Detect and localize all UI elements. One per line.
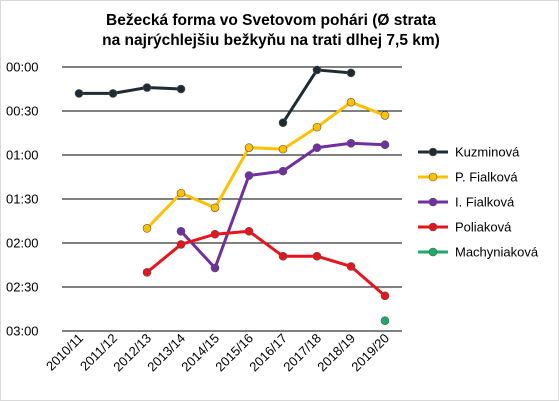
data-point	[278, 251, 288, 261]
data-point	[346, 262, 356, 271]
y-axis-ticks: 00:00 00:30 01:00 01:30 02:00 02:30 03:00	[6, 60, 39, 339]
data-point	[346, 68, 356, 78]
legend-item: Poliaková	[418, 220, 512, 235]
legend-item: I. Fialková	[418, 195, 515, 210]
legend-swatch-marker	[428, 147, 438, 157]
data-point	[176, 226, 186, 236]
y-tick-label: 01:30	[6, 192, 39, 207]
legend-item: Machyniaková	[418, 245, 539, 260]
series-P. Fialková	[142, 97, 390, 233]
data-point	[244, 171, 254, 180]
legend-swatch-marker	[428, 197, 438, 207]
legend-swatch-marker	[428, 222, 438, 232]
gridlines	[62, 66, 402, 332]
data-point	[312, 143, 322, 152]
data-point	[278, 166, 288, 176]
data-point	[176, 240, 186, 249]
chart-title-line-1: Bežecká forma vo Svetovom pohári (Ø stra…	[106, 12, 436, 29]
data-point	[346, 138, 356, 148]
series-I. Fialková	[176, 138, 390, 273]
data-point	[210, 229, 220, 239]
series-Machyniaková	[380, 316, 390, 326]
x-axis-ticks: 2010/112011/122012/132013/142014/152015/…	[43, 331, 392, 375]
chart-title-line-2: na najrýchlejšiu bežkyňu na trati dlhej …	[102, 32, 440, 49]
series-Kuzminová	[74, 65, 356, 128]
y-tick-label: 03:00	[6, 324, 39, 339]
data-point	[278, 118, 288, 128]
data-point	[142, 224, 152, 233]
legend-label: I. Fialková	[455, 195, 515, 210]
series-Poliaková	[142, 226, 390, 301]
data-point	[312, 251, 322, 261]
series-line	[146, 229, 386, 297]
data-point	[380, 291, 390, 301]
legend-swatch-marker	[428, 172, 438, 182]
data-point	[346, 97, 356, 107]
series-line	[79, 86, 182, 95]
y-tick-label: 00:00	[6, 60, 39, 75]
data-point	[380, 140, 390, 150]
data-point	[74, 89, 84, 98]
y-tick-label: 02:30	[6, 280, 39, 295]
data-point	[278, 144, 288, 154]
y-tick-label: 01:00	[6, 148, 39, 163]
series-line	[145, 100, 386, 230]
data-point	[142, 83, 152, 92]
legend-label: Poliaková	[455, 220, 512, 235]
data-point	[244, 143, 254, 152]
data-point	[176, 188, 186, 198]
y-tick-label: 02:00	[6, 236, 39, 251]
data-point	[312, 65, 322, 75]
legend: Kuzminová P. Fialková I. Fialková Poliaková…	[418, 145, 539, 260]
data-point	[380, 111, 390, 120]
series-line	[281, 68, 352, 124]
legend-label: P. Fialková	[455, 170, 518, 185]
legend-swatch-marker	[428, 247, 438, 257]
chart-title: Bežecká forma vo Svetovom pohári (Ø stra…	[61, 11, 481, 51]
data-point	[312, 122, 322, 132]
data-point	[176, 84, 186, 94]
data-point	[108, 89, 118, 98]
data-point	[142, 268, 152, 277]
y-tick-label: 00:30	[6, 104, 39, 119]
data-point	[380, 316, 390, 326]
data-point	[210, 263, 220, 273]
x-tick-label: 2019/20	[348, 331, 392, 375]
legend-item: Kuzminová	[418, 145, 520, 160]
legend-label: Machyniaková	[455, 245, 539, 260]
legend-label: Kuzminová	[455, 145, 520, 160]
series-lines	[74, 65, 390, 326]
data-point	[210, 203, 220, 213]
legend-item: P. Fialková	[418, 170, 518, 185]
data-point	[244, 226, 254, 236]
x-tick-label: 2010/11	[43, 331, 86, 374]
